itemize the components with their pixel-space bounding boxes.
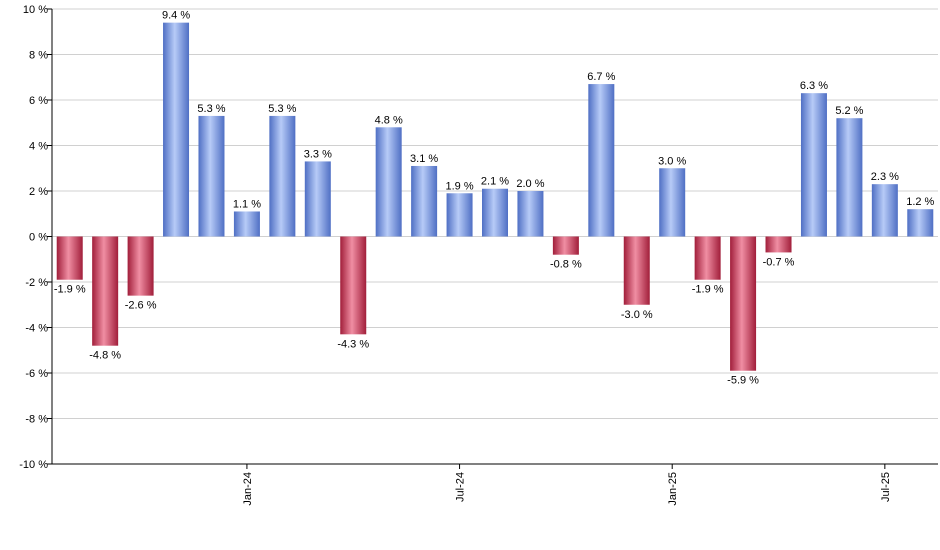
y-tick-label: 0 % <box>29 232 48 244</box>
data-label: 3.1 % <box>410 153 438 165</box>
data-label: 4.8 % <box>375 114 403 126</box>
data-label: -4.8 % <box>89 350 121 362</box>
data-label: 2.3 % <box>871 171 899 183</box>
data-label: -4.3 % <box>337 338 369 350</box>
data-label: 2.0 % <box>516 178 544 190</box>
data-label: -1.9 % <box>692 284 724 296</box>
bar <box>340 236 367 335</box>
data-label: 2.1 % <box>481 176 509 188</box>
y-tick-label: 10 % <box>23 4 48 16</box>
bar <box>233 211 260 237</box>
y-tick-label: -4 % <box>25 323 48 335</box>
bar <box>482 188 508 237</box>
bar <box>56 236 83 280</box>
y-tick-label: 8 % <box>29 50 48 62</box>
bar <box>730 236 757 371</box>
bar <box>871 184 898 237</box>
bar <box>800 93 827 237</box>
bar <box>411 165 438 237</box>
bar <box>269 115 296 237</box>
data-label: -5.9 % <box>727 375 759 387</box>
data-label: -1.9 % <box>54 284 86 296</box>
bars <box>56 22 934 371</box>
bar <box>304 161 331 237</box>
x-tick-label: Jul-24 <box>455 472 467 502</box>
bar <box>588 84 615 237</box>
bar <box>552 236 579 255</box>
bar <box>163 22 190 237</box>
bar <box>623 236 650 305</box>
y-tick-label: -2 % <box>25 277 48 289</box>
bar <box>907 209 934 237</box>
bar <box>375 127 402 237</box>
data-label: 9.4 % <box>162 10 190 22</box>
x-tick-label: Jan-24 <box>242 472 254 506</box>
x-axis-ticks: Jan-24 Jul-24 Jan-25 Jul-25 <box>242 464 892 506</box>
data-label: 6.7 % <box>587 71 615 83</box>
data-label: 3.3 % <box>304 148 332 160</box>
data-label: 6.3 % <box>800 80 828 92</box>
data-label: 5.2 % <box>835 105 863 117</box>
data-label: -3.0 % <box>621 309 653 321</box>
y-tick-label: 2 % <box>29 186 48 198</box>
x-tick-label: Jul-25 <box>880 472 892 502</box>
y-tick-label: -8 % <box>25 414 48 426</box>
data-label: -0.8 % <box>550 259 582 271</box>
data-label: -0.7 % <box>763 256 795 268</box>
data-label: 1.2 % <box>906 196 934 208</box>
axes <box>51 9 938 465</box>
data-label: -2.6 % <box>125 300 157 312</box>
data-label: 1.9 % <box>445 180 473 192</box>
y-tick-label: -6 % <box>25 368 48 380</box>
bar <box>517 191 544 237</box>
data-label: 5.3 % <box>197 103 225 115</box>
bar <box>198 115 225 237</box>
data-label: 5.3 % <box>268 103 296 115</box>
bar <box>127 236 154 296</box>
x-tick-label: Jan-25 <box>667 472 679 506</box>
data-labels: -1.9 % -4.8 % -2.6 % 9.4 % 5.3 % 1.1 % 5.3 % 3.… <box>54 10 935 387</box>
y-tick-label: 4 % <box>29 141 48 153</box>
bar <box>836 118 863 237</box>
data-label: 1.1 % <box>233 198 261 210</box>
bar <box>446 193 473 237</box>
bar <box>659 168 686 237</box>
bar <box>694 236 721 280</box>
y-tick-label: -10 % <box>19 459 48 471</box>
data-label: 3.0 % <box>658 155 686 167</box>
bar <box>92 236 119 346</box>
y-axis-ticks: -10 % -8 % -6 % -4 % -2 % 0 % 2 % 4 % 6 % 8 % 10 % <box>19 4 52 471</box>
y-tick-label: 6 % <box>29 95 48 107</box>
bar <box>765 236 792 253</box>
